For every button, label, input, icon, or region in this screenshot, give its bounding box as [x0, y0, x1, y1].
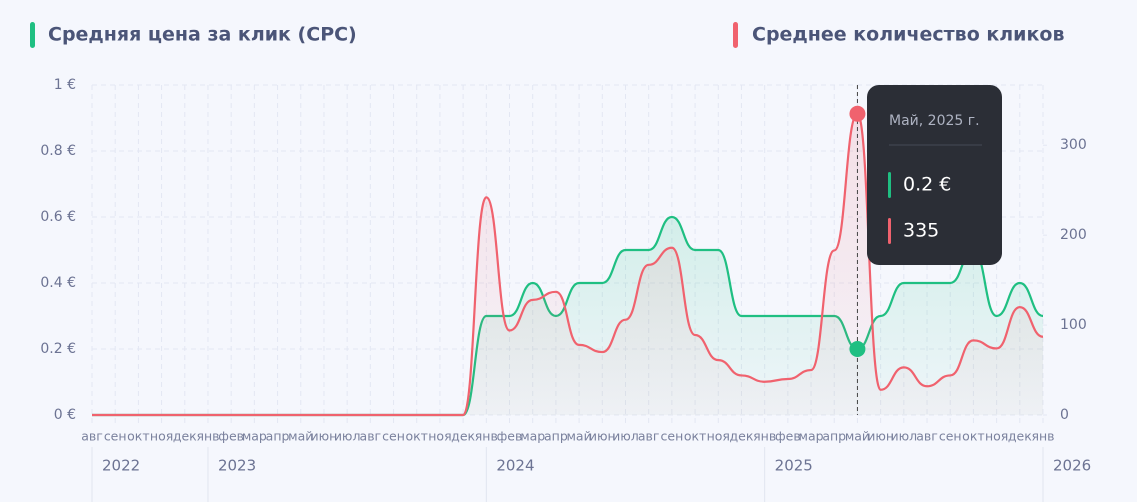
x-tick-label: июл: [891, 429, 918, 444]
y-tick-label: 0.4 €: [40, 275, 76, 291]
x-tick-label: ноя: [707, 429, 730, 444]
x-tick-label: мар: [242, 429, 267, 444]
x-tick-label: сен: [382, 429, 405, 444]
x-tick-label: сен: [104, 429, 127, 444]
x-tick-label: ноя: [428, 429, 451, 444]
year-label: 2022: [102, 457, 140, 475]
x-tick-label: окт: [684, 429, 706, 444]
x-tick-label: сен: [939, 429, 962, 444]
x-tick-label: фев: [497, 429, 523, 444]
x-tick-label: июн: [589, 429, 616, 444]
tooltip-swatch: [888, 172, 891, 198]
year-label: 2023: [218, 457, 256, 475]
x-tick-label: авг: [916, 429, 938, 444]
x-tick-label: окт: [127, 429, 149, 444]
x-tick-label: июл: [334, 429, 361, 444]
legend-swatch: [30, 22, 35, 48]
x-tick-label: апр: [822, 429, 846, 444]
tooltip-title: Май, 2025 г.: [889, 113, 980, 129]
tooltip: [867, 85, 1002, 265]
tooltip-value: 335: [903, 220, 939, 242]
y2-tick-label: 200: [1060, 227, 1087, 243]
highlight-point: [849, 341, 866, 357]
x-tick-label: дек: [1008, 429, 1032, 444]
x-tick-label: фев: [218, 429, 244, 444]
x-tick-label: ноя: [150, 429, 173, 444]
tooltip-swatch: [888, 218, 891, 244]
y2-tick-label: 300: [1060, 137, 1087, 153]
x-tick-label: мар: [520, 429, 545, 444]
series-area: [92, 113, 1043, 416]
y-tick-label: 0.2 €: [40, 341, 76, 357]
x-tick-label: апр: [266, 429, 290, 444]
x-tick-label: янв: [1031, 429, 1054, 444]
y-tick-label: 0 €: [54, 407, 76, 423]
x-tick-label: июн: [311, 429, 338, 444]
x-tick-label: май: [566, 429, 591, 444]
x-tick-label: авг: [81, 429, 103, 444]
x-tick-label: ноя: [985, 429, 1008, 444]
y-tick-label: 1 €: [54, 77, 76, 93]
year-label: 2026: [1053, 457, 1091, 475]
y-tick-label: 0.6 €: [40, 209, 76, 225]
x-tick-label: мар: [799, 429, 824, 444]
x-tick-label: окт: [405, 429, 427, 444]
year-label: 2024: [496, 457, 534, 475]
x-tick-label: окт: [962, 429, 984, 444]
y2-tick-label: 0: [1060, 407, 1069, 423]
highlight-point: [849, 105, 866, 122]
x-tick-label: сен: [661, 429, 684, 444]
x-tick-label: июл: [612, 429, 639, 444]
tooltip-value: 0.2 €: [903, 174, 951, 196]
x-tick-label: дек: [451, 429, 475, 444]
x-tick-label: фев: [775, 429, 801, 444]
legend-label: Среднее количество кликов: [752, 24, 1064, 46]
x-tick-label: авг: [360, 429, 382, 444]
x-tick-label: дек: [173, 429, 197, 444]
y-tick-label: 0.8 €: [40, 143, 76, 159]
legend-swatch: [733, 22, 738, 48]
x-tick-label: янв: [753, 429, 776, 444]
y2-tick-label: 100: [1060, 317, 1087, 333]
x-tick-label: авг: [638, 429, 660, 444]
x-tick-label: май: [288, 429, 313, 444]
x-tick-label: апр: [544, 429, 568, 444]
legend-label: Средняя цена за клик (CPC): [48, 24, 357, 46]
x-tick-label: янв: [196, 429, 219, 444]
x-tick-label: янв: [475, 429, 498, 444]
year-label: 2025: [775, 457, 813, 475]
x-tick-label: дек: [730, 429, 754, 444]
x-tick-label: июн: [867, 429, 894, 444]
series-line: [92, 112, 1044, 417]
x-tick-label: май: [845, 429, 870, 444]
